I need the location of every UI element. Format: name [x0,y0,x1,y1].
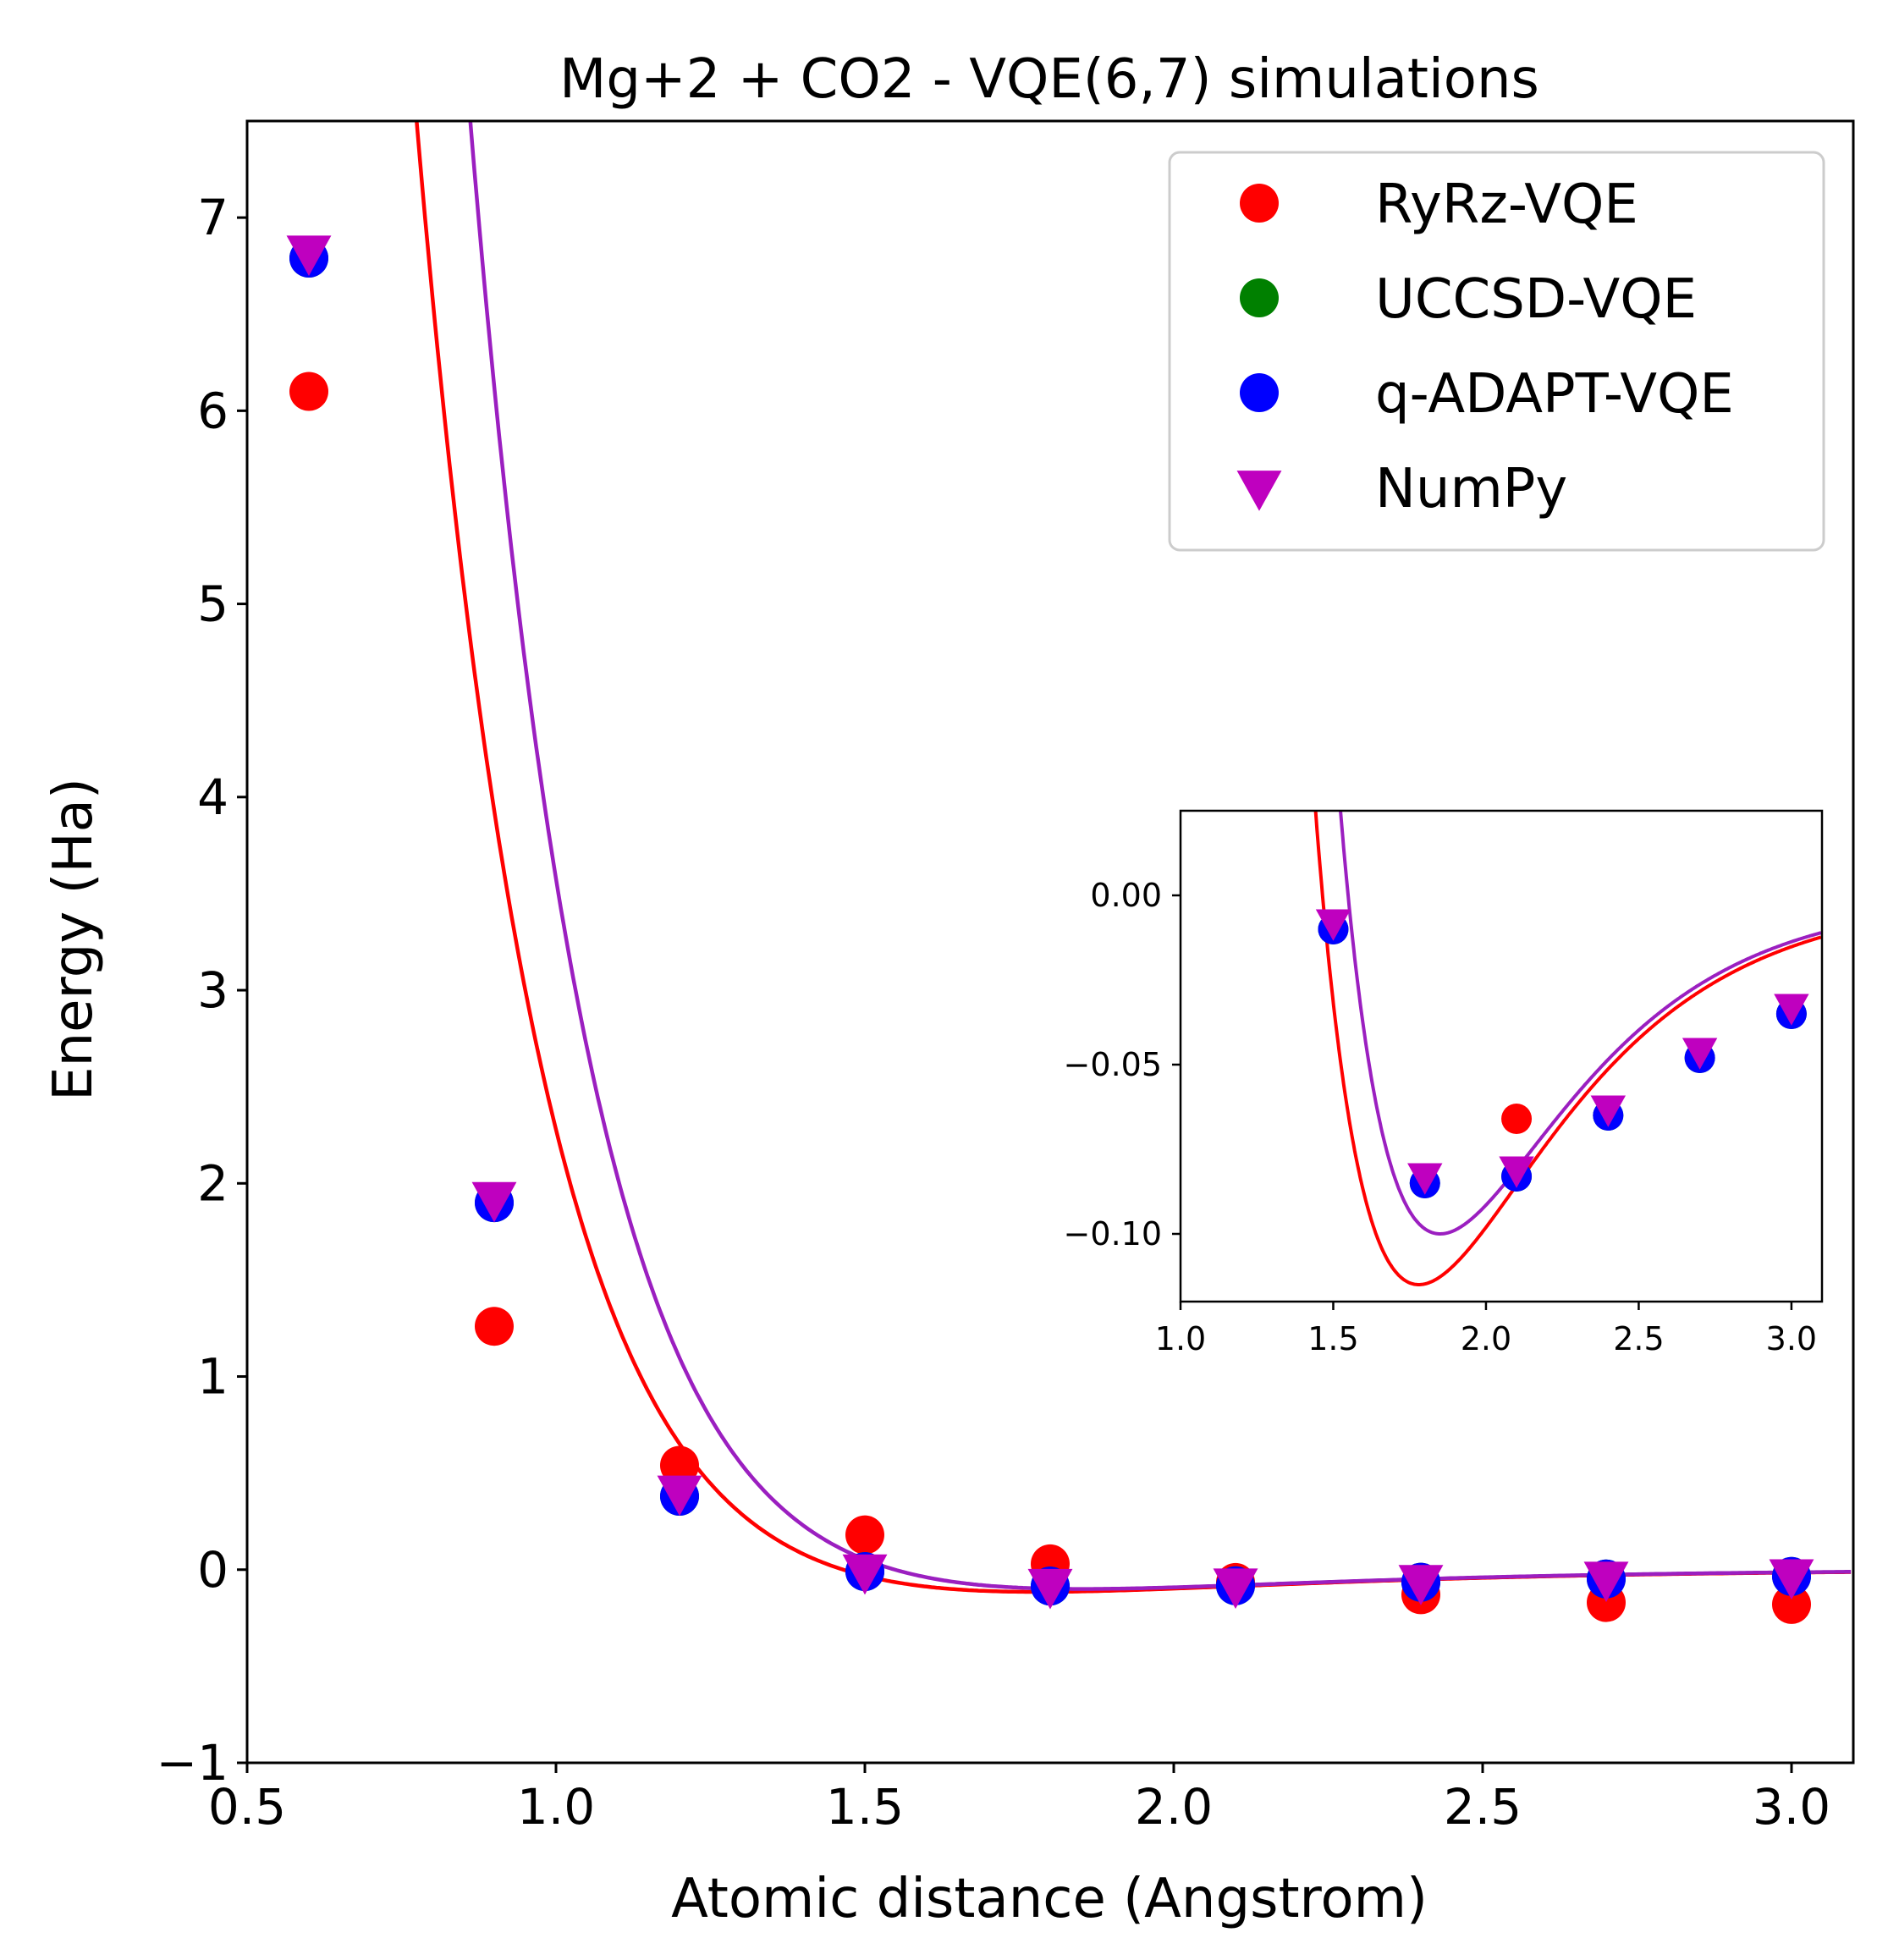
legend-marker [1236,471,1282,511]
numpy-point [1398,1565,1444,1605]
ryrz-vqe-point [475,1307,514,1346]
inset-x-tick-label: 1.5 [1307,1320,1358,1357]
ryrz-vqe-point [660,1445,699,1485]
legend-marker [1240,373,1279,412]
inset-ryrz-vqe-point [1685,1456,1715,1486]
legend-label: NumPy [1375,458,1567,520]
x-tick-label: 3.0 [1753,1778,1830,1836]
inset-numpy-point [1407,1163,1443,1195]
inset-ryrz-vqe-point [1501,1104,1533,1134]
ryrz-vqe-point [289,372,328,411]
y-tick-label: 2 [197,1154,228,1212]
legend-box [1168,151,1825,552]
x-tick-label: 2.5 [1444,1778,1522,1836]
numpy-point [1213,1568,1258,1610]
inset-x-tick-label: 1.0 [1155,1320,1206,1357]
x-tick-label: 0.5 [208,1778,286,1836]
inset-ryrz-vqe-point [1776,1489,1807,1520]
inset-x-tick-label: 2.0 [1461,1320,1511,1357]
inset-background [1181,811,1822,1302]
legend-label: UCCSD-VQE [1375,268,1697,331]
inset-y-tick-label: −0.05 [1064,1046,1162,1083]
legend-marker [1240,278,1279,317]
inset-y-tick-label: −0.10 [1064,1215,1162,1253]
numpy-point [1583,1561,1629,1603]
legend-label: RyRz-VQE [1375,173,1638,236]
numpy-point [1027,1568,1073,1610]
x-tick-label: 1.0 [517,1778,595,1836]
x-axis-label: Atomic distance (Angstrom) [671,1868,1428,1930]
y-axis-label: Energy (Ha) [42,778,105,1101]
plot-frame [245,119,1855,1765]
main-plot: 0.5 1.0 1.5 2.0 2.5 3.0 −1 0 1 2 3 4 5 6 7 [157,119,1855,1836]
inset-numpy-point [1682,1038,1718,1070]
inset-y-tick-label: 0.00 [1090,877,1162,914]
ryrz-vqe-point [845,1515,884,1555]
y-tick-label: 0 [197,1541,228,1599]
y-tick-label: 6 [197,382,228,439]
inset-x-tick-label: 2.5 [1613,1320,1664,1357]
ryrz-vqe-point [1772,1584,1811,1624]
inset-frame [1179,809,1824,1303]
y-tick-label: 7 [197,189,228,246]
y-tick-label: 3 [197,961,228,1019]
numpy-point [1769,1559,1814,1600]
y-tick-label: 4 [197,768,228,826]
numpy-point [471,1181,517,1223]
chart-title: Mg+2 + CO2 - VQE(6,7) simulations [559,48,1539,111]
legend: RyRz-VQE UCCSD-VQE q-ADAPT-VQE NumPy [1168,151,1825,552]
legend-label: q-ADAPT-VQE [1375,363,1734,426]
inset-ryrz-vqe-point [1410,779,1440,809]
inset-red-fit-curve [1313,811,1822,1286]
inset-plot: 1.0 1.5 2.0 2.5 3.0 0.00 −0.05 −0.10 [1064,779,1824,1520]
x-tick-label: 2.0 [1135,1778,1213,1836]
legend-marker [1240,184,1279,223]
inset-numpy-point [1774,994,1809,1026]
y-tick-label: −1 [157,1734,229,1792]
inset-numpy-point [1590,1095,1627,1127]
y-tick-label: 1 [197,1348,228,1406]
numpy-point [286,235,332,276]
inset-purple-fit-curve [1339,811,1822,1236]
inset-x-tick-label: 3.0 [1766,1320,1817,1357]
inset-numpy-point [1315,909,1351,941]
numpy-point [842,1554,888,1595]
inset-numpy-point [1499,1156,1534,1188]
y-tick-label: 5 [197,575,228,633]
numpy-point [657,1475,702,1517]
x-tick-label: 1.5 [826,1778,904,1836]
